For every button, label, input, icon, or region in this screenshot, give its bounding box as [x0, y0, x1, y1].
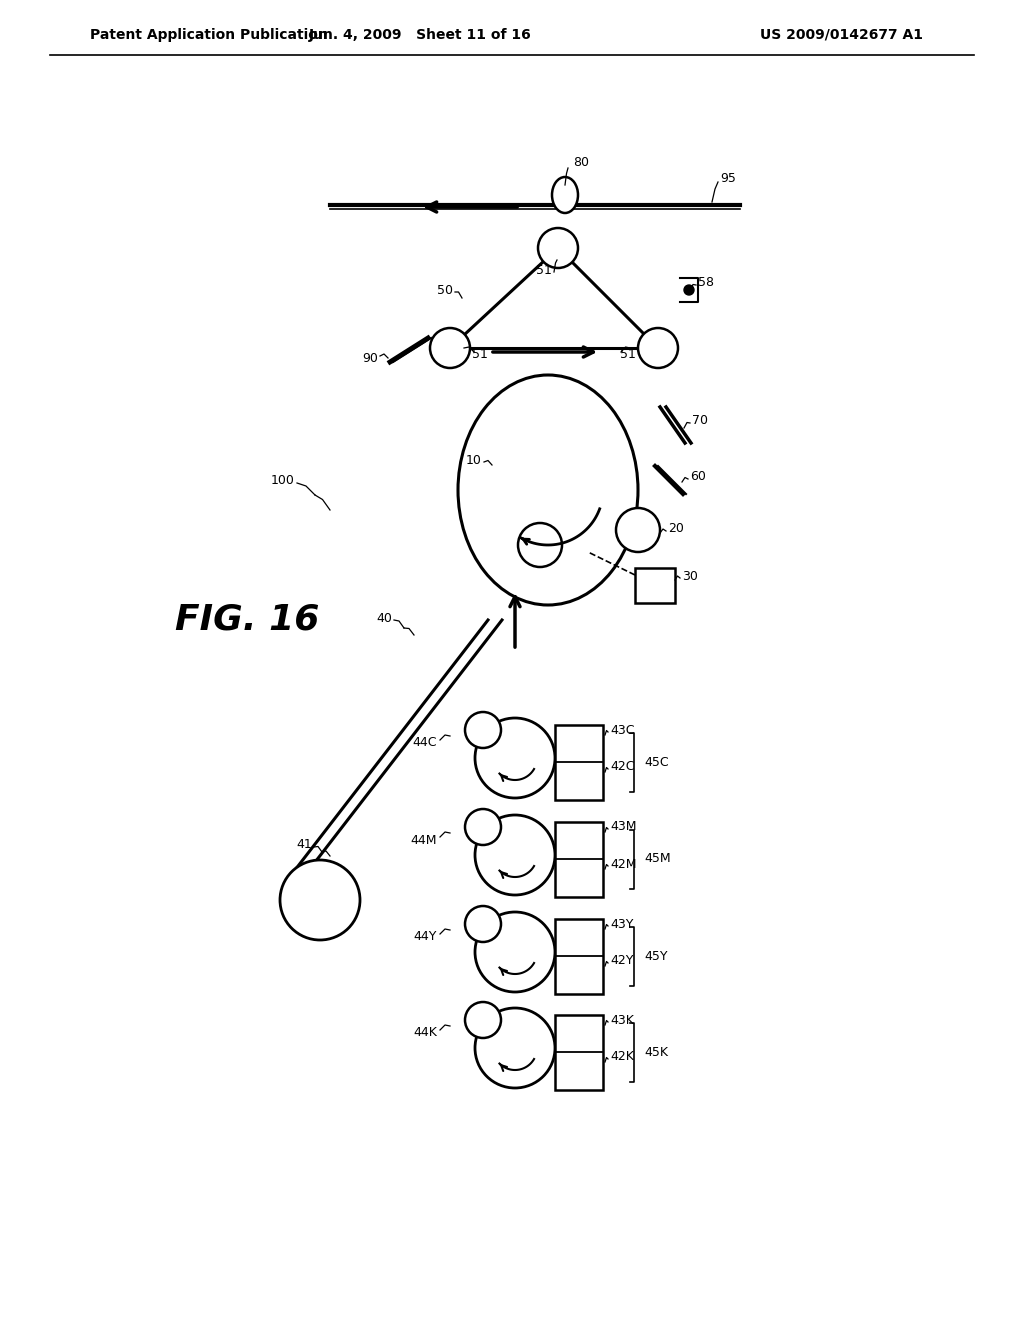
Text: 42Y: 42Y: [610, 954, 634, 968]
Text: 45C: 45C: [644, 755, 669, 768]
Text: 100: 100: [271, 474, 295, 487]
Circle shape: [518, 523, 562, 568]
Ellipse shape: [458, 375, 638, 605]
Text: 50: 50: [437, 284, 453, 297]
Bar: [555, 919, 603, 994]
Text: 44K: 44K: [413, 1027, 437, 1040]
Text: 43K: 43K: [610, 1014, 634, 1027]
Text: 43C: 43C: [610, 723, 635, 737]
Circle shape: [465, 809, 501, 845]
Text: 80: 80: [573, 156, 589, 169]
Circle shape: [616, 508, 660, 552]
Text: 41: 41: [296, 838, 312, 851]
Text: Patent Application Publication: Patent Application Publication: [90, 28, 328, 42]
Circle shape: [475, 718, 555, 799]
Text: 95: 95: [720, 172, 736, 185]
Text: 42K: 42K: [610, 1051, 634, 1064]
Text: US 2009/0142677 A1: US 2009/0142677 A1: [760, 28, 923, 42]
Text: 40: 40: [376, 611, 392, 624]
Circle shape: [465, 906, 501, 942]
Text: 43M: 43M: [610, 821, 637, 833]
Text: 58: 58: [698, 276, 714, 289]
Text: 51: 51: [472, 348, 487, 362]
Circle shape: [430, 327, 470, 368]
Circle shape: [280, 861, 360, 940]
Circle shape: [538, 228, 578, 268]
Ellipse shape: [552, 177, 578, 213]
Text: 20: 20: [668, 521, 684, 535]
Bar: [555, 725, 603, 800]
Circle shape: [475, 912, 555, 993]
Circle shape: [475, 1008, 555, 1088]
Text: 51: 51: [537, 264, 552, 276]
Circle shape: [465, 711, 501, 748]
Circle shape: [684, 285, 694, 294]
Text: 42C: 42C: [610, 760, 635, 774]
Text: 44M: 44M: [411, 833, 437, 846]
Text: 60: 60: [690, 470, 706, 483]
Text: 42M: 42M: [610, 858, 637, 870]
Text: 43Y: 43Y: [610, 917, 634, 931]
Text: Jun. 4, 2009   Sheet 11 of 16: Jun. 4, 2009 Sheet 11 of 16: [308, 28, 531, 42]
Circle shape: [638, 327, 678, 368]
Text: 45K: 45K: [644, 1045, 668, 1059]
Bar: [635, 568, 675, 603]
Text: 90: 90: [362, 351, 378, 364]
Bar: [555, 1015, 603, 1090]
Circle shape: [475, 814, 555, 895]
Text: 70: 70: [692, 413, 708, 426]
Text: 45M: 45M: [644, 853, 671, 866]
Text: 30: 30: [682, 569, 698, 582]
Text: 44Y: 44Y: [414, 931, 437, 944]
Text: 45Y: 45Y: [644, 949, 668, 962]
Circle shape: [465, 1002, 501, 1038]
Bar: [555, 822, 603, 898]
Text: FIG. 16: FIG. 16: [175, 603, 319, 638]
Text: 44C: 44C: [413, 737, 437, 750]
Text: 51: 51: [620, 348, 636, 362]
Text: 10: 10: [466, 454, 482, 466]
